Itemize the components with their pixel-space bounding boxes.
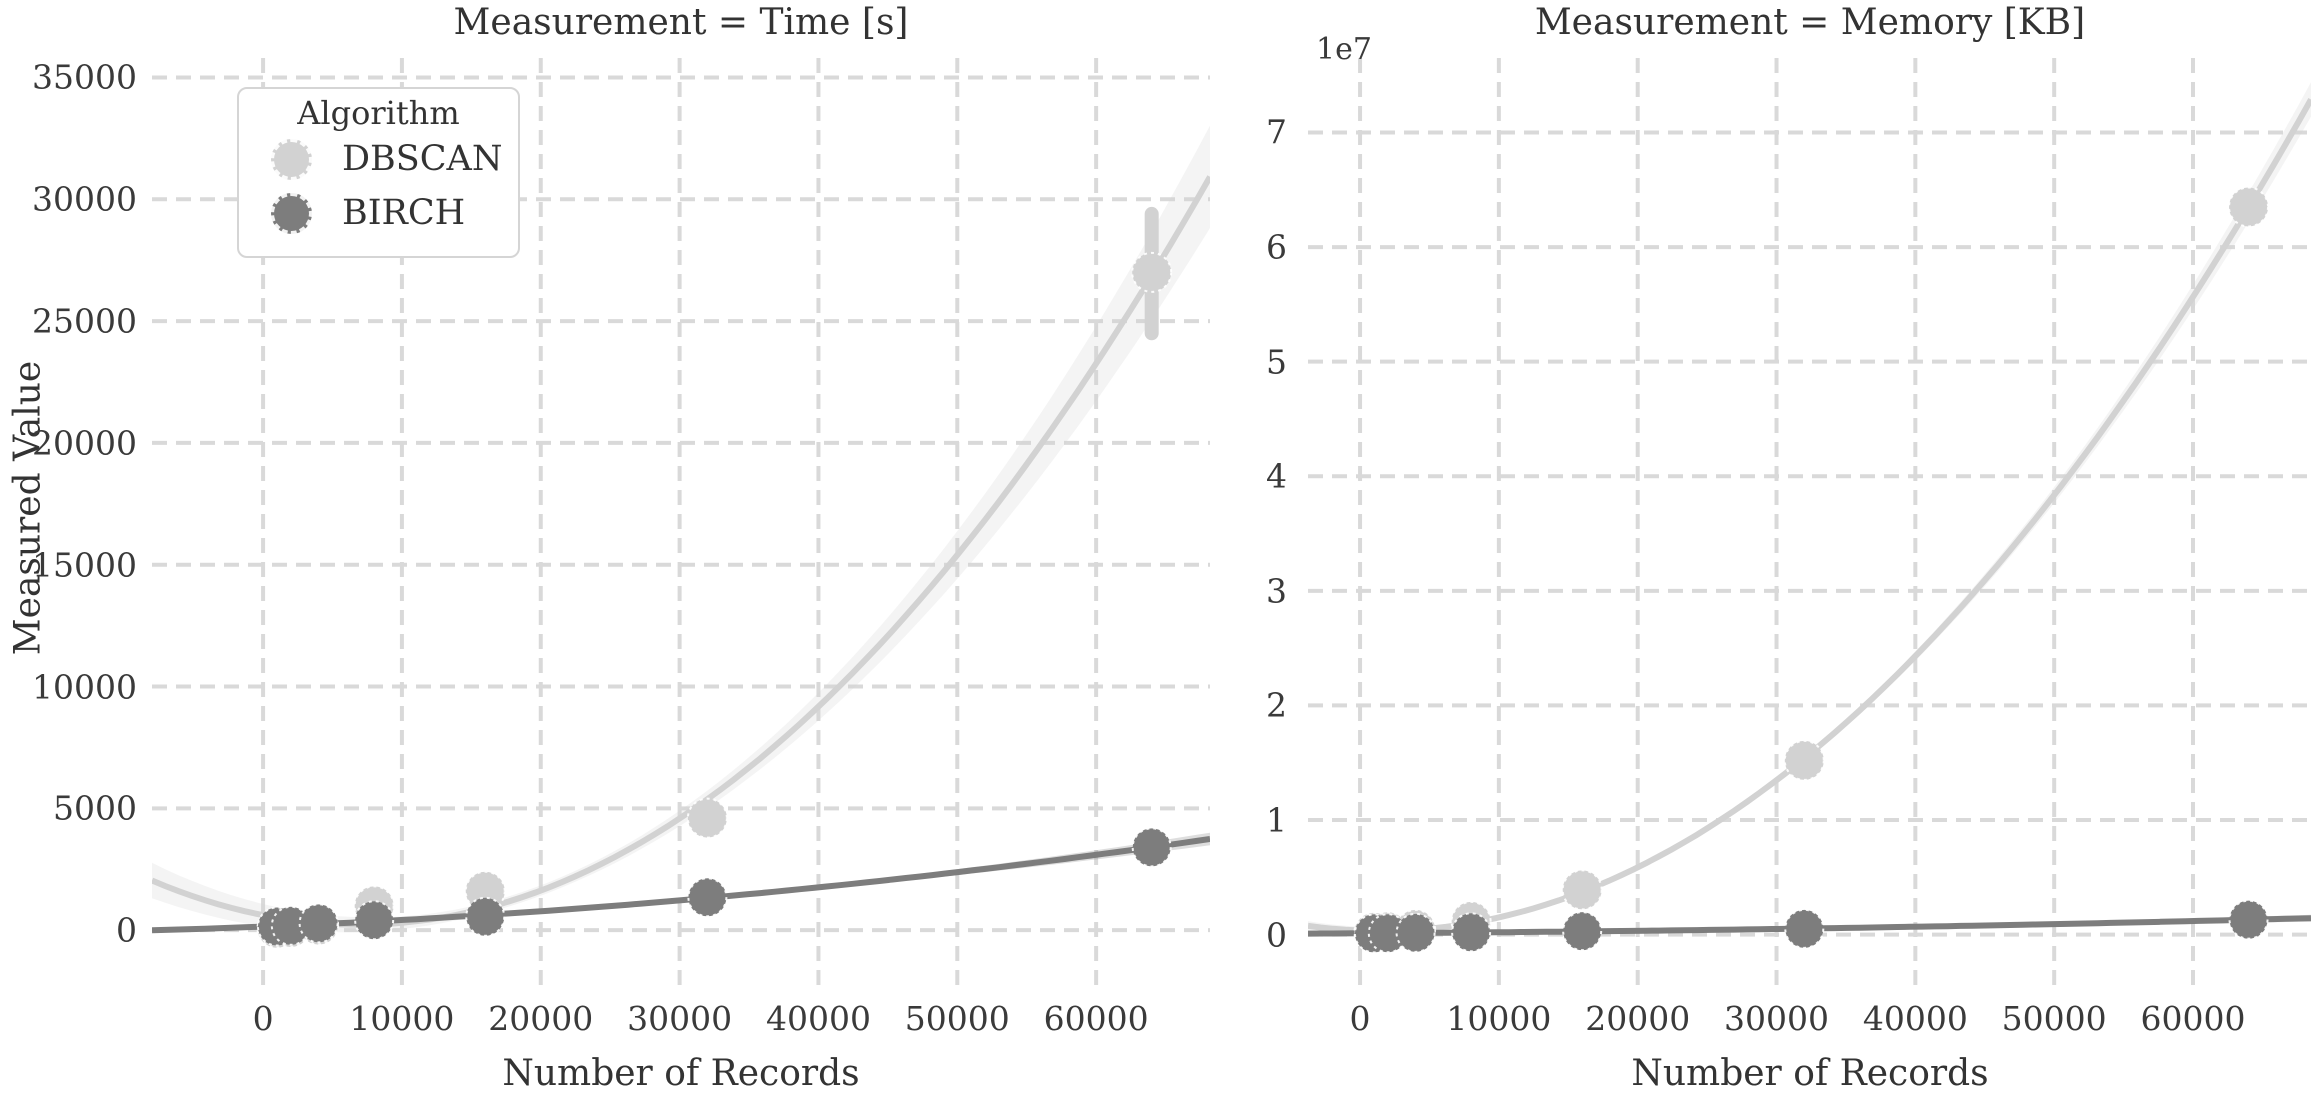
scatter-point-birch [1451,912,1492,953]
legend-label-birch: BIRCH [342,193,466,233]
ci-band-dbscan [1308,82,2311,935]
y-tick-label: 0 [116,910,137,950]
scatter-point-birch [465,896,506,937]
x-tick-label: 10000 [349,999,455,1038]
x-tick-label: 50000 [2001,999,2107,1038]
scatter-point-birch [1784,908,1825,949]
scatter-point-dbscan [1783,739,1825,781]
scatter-point-birch [1395,912,1436,953]
x-tick-label: 30000 [627,999,733,1038]
scatter-point-birch [2228,899,2269,940]
left-panel-title: Measurement = Time [s] [453,2,909,43]
y-tick-label: 20000 [32,423,137,463]
y-tick-label: 35000 [32,57,137,97]
y-axis-offset-label: 1e7 [1316,32,1372,67]
y-tick-label: 3 [1266,571,1287,611]
y-tick-label: 2 [1266,685,1287,725]
legend-entry-birch: BIRCH [239,186,518,240]
scatter-point-birch [298,903,339,944]
x-tick-label: 20000 [488,999,594,1038]
y-tick-label: 15000 [32,545,137,585]
scatter-point-dbscan [1131,251,1173,293]
x-tick-label: 30000 [1724,999,1830,1038]
right-panel-title: Measurement = Memory [KB] [1534,2,2086,43]
y-tick-label: 30000 [32,179,137,219]
legend-title: Algorithm [297,94,460,132]
scatter-point-dbscan [686,797,728,839]
x-tick-label: 0 [1349,999,1371,1038]
scatter-point-birch [354,900,395,941]
legend-label-dbscan: DBSCAN [342,139,503,179]
y-tick-label: 25000 [32,301,137,341]
ci-band-dbscan [152,125,1210,933]
birch-marker-icon [271,192,312,234]
fit-line-dbscan [1308,98,2311,934]
scatter-point-dbscan [1561,869,1603,911]
y-tick-label: 10000 [32,667,137,707]
y-tick-label: 5000 [53,788,137,828]
x-axis-label-left: Number of Records [502,1053,860,1094]
scatter-point-birch [1131,827,1172,868]
x-tick-label: 60000 [2140,999,2246,1038]
legend: Algorithm DBSCAN BIRCH [237,87,520,258]
x-tick-label: 40000 [765,999,871,1038]
x-axis-label-right: Number of Records [1631,1053,1989,1094]
y-tick-label: 4 [1266,456,1287,496]
scatter-point-birch [687,877,728,918]
y-axis-label: Measured Value [7,360,49,656]
dbscan-marker-icon [271,138,312,180]
y-tick-label: 1 [1266,800,1287,840]
y-tick-label: 7 [1266,112,1287,152]
x-tick-label: 40000 [1862,999,1968,1038]
legend-entry-dbscan: DBSCAN [239,132,518,186]
x-tick-label: 60000 [1043,999,1149,1038]
x-tick-label: 10000 [1446,999,1552,1038]
y-tick-label: 6 [1266,227,1287,267]
x-tick-label: 50000 [904,999,1010,1038]
x-tick-label: 0 [252,999,274,1038]
x-tick-label: 20000 [1585,999,1691,1038]
y-tick-label: 5 [1266,342,1287,382]
scatter-point-dbscan [2228,186,2270,228]
y-tick-label: 0 [1266,915,1287,955]
scatter-point-birch [1562,911,1603,952]
